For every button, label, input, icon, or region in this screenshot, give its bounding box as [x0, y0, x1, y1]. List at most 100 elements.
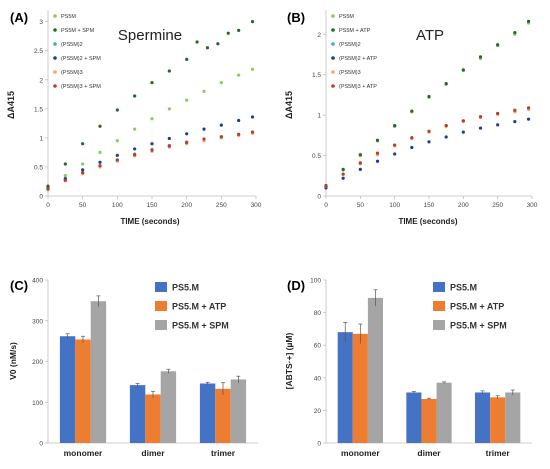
bar [367, 297, 383, 443]
data-point [167, 69, 171, 73]
data-point [410, 145, 414, 150]
data-point [444, 124, 448, 128]
y-axis-label: V0 (nM/s) [8, 342, 18, 380]
data-point [219, 123, 223, 127]
legend-label: (PS5M)3 [61, 70, 83, 76]
legend-marker [331, 56, 335, 60]
data-point [341, 167, 345, 171]
bar [490, 397, 506, 443]
category-label: monomer [64, 448, 103, 458]
data-point [98, 150, 102, 155]
y-tick-label: 2 [39, 77, 43, 84]
data-point [237, 132, 241, 136]
data-point [98, 160, 102, 164]
legend-swatch [155, 301, 167, 311]
data-point [375, 138, 380, 142]
data-point [63, 162, 67, 166]
legend-marker [331, 84, 335, 88]
data-point [526, 106, 531, 110]
data-point [133, 94, 137, 98]
data-point [496, 123, 500, 127]
data-point [202, 89, 206, 93]
bar [421, 398, 437, 443]
legend-marker [331, 14, 335, 18]
data-point [496, 111, 500, 116]
data-point [81, 168, 85, 172]
legend-label: (PS5M)3 + SPM [61, 84, 101, 90]
bar [129, 385, 146, 443]
data-point [98, 124, 102, 128]
data-point [185, 132, 189, 136]
legend-label: (PS5M)2 [61, 42, 83, 48]
y-tick-label: 20 [314, 408, 322, 415]
data-point [115, 139, 119, 143]
legend-label: PS5.M + SPM [172, 321, 229, 331]
legend-label: (PS5M)2 + ATP [339, 56, 377, 62]
bar [145, 394, 161, 443]
bar [505, 392, 521, 443]
legend-marker [331, 28, 335, 32]
data-point [461, 68, 465, 72]
y-tick-label: 3 [39, 19, 43, 26]
x-axis-label: TIME (seconds) [120, 217, 179, 226]
legend-label: PS5M + SPM [61, 28, 95, 34]
y-tick-label: 0 [317, 194, 321, 201]
data-point [250, 67, 255, 71]
data-point [195, 40, 199, 44]
data-point [358, 161, 362, 165]
data-point [444, 135, 448, 139]
legend-swatch [155, 282, 167, 292]
data-point [393, 152, 397, 156]
category-label: monomer [341, 448, 380, 458]
data-point [46, 187, 50, 191]
legend-label: PS5M [339, 14, 354, 20]
y-tick-label: 0.5 [34, 164, 43, 171]
bar [215, 388, 231, 443]
data-point [46, 184, 50, 188]
x-tick-label: 50 [357, 202, 365, 209]
chart-title: ATP [416, 27, 444, 44]
data-point [115, 153, 119, 157]
data-point [185, 98, 189, 102]
x-tick-label: 0 [46, 202, 50, 209]
data-point [250, 20, 255, 24]
legend-label: (PS5M)3 + ATP [339, 84, 377, 90]
data-point [150, 148, 154, 152]
data-point [427, 129, 431, 133]
legend-marker [53, 42, 57, 46]
data-point [150, 81, 154, 85]
panel-label: (C) [10, 278, 28, 293]
bar [337, 332, 353, 443]
bar [199, 383, 216, 443]
data-point [115, 108, 119, 112]
data-point [150, 117, 154, 121]
x-tick-label: 150 [147, 202, 158, 209]
bar [90, 301, 107, 443]
data-point [341, 176, 345, 180]
y-axis-label: [ABTS·+] (µM) [284, 333, 294, 390]
y-axis-label: ΔA415 [6, 91, 16, 119]
data-point [513, 120, 517, 124]
legend-label: PS5.M [450, 283, 477, 293]
x-tick-label: 250 [492, 202, 503, 209]
y-tick-label: 1 [39, 135, 43, 142]
legend-marker [53, 56, 57, 60]
y-tick-label: 40 [314, 375, 322, 382]
data-point [216, 42, 220, 46]
y-tick-label: 300 [32, 318, 43, 325]
data-point [324, 184, 328, 188]
x-tick-label: 100 [389, 202, 400, 209]
legend-marker [53, 28, 57, 32]
legend-marker [331, 70, 335, 74]
data-point [185, 57, 189, 62]
legend-swatch [433, 282, 445, 292]
x-tick-label: 100 [112, 202, 123, 209]
legend-marker [331, 42, 335, 46]
data-point [478, 115, 483, 119]
data-point [410, 136, 414, 140]
x-tick-label: 0 [324, 202, 328, 209]
legend-swatch [155, 320, 167, 330]
y-tick-label: 100 [32, 400, 43, 407]
legend-marker [53, 14, 57, 18]
data-point [202, 137, 206, 141]
